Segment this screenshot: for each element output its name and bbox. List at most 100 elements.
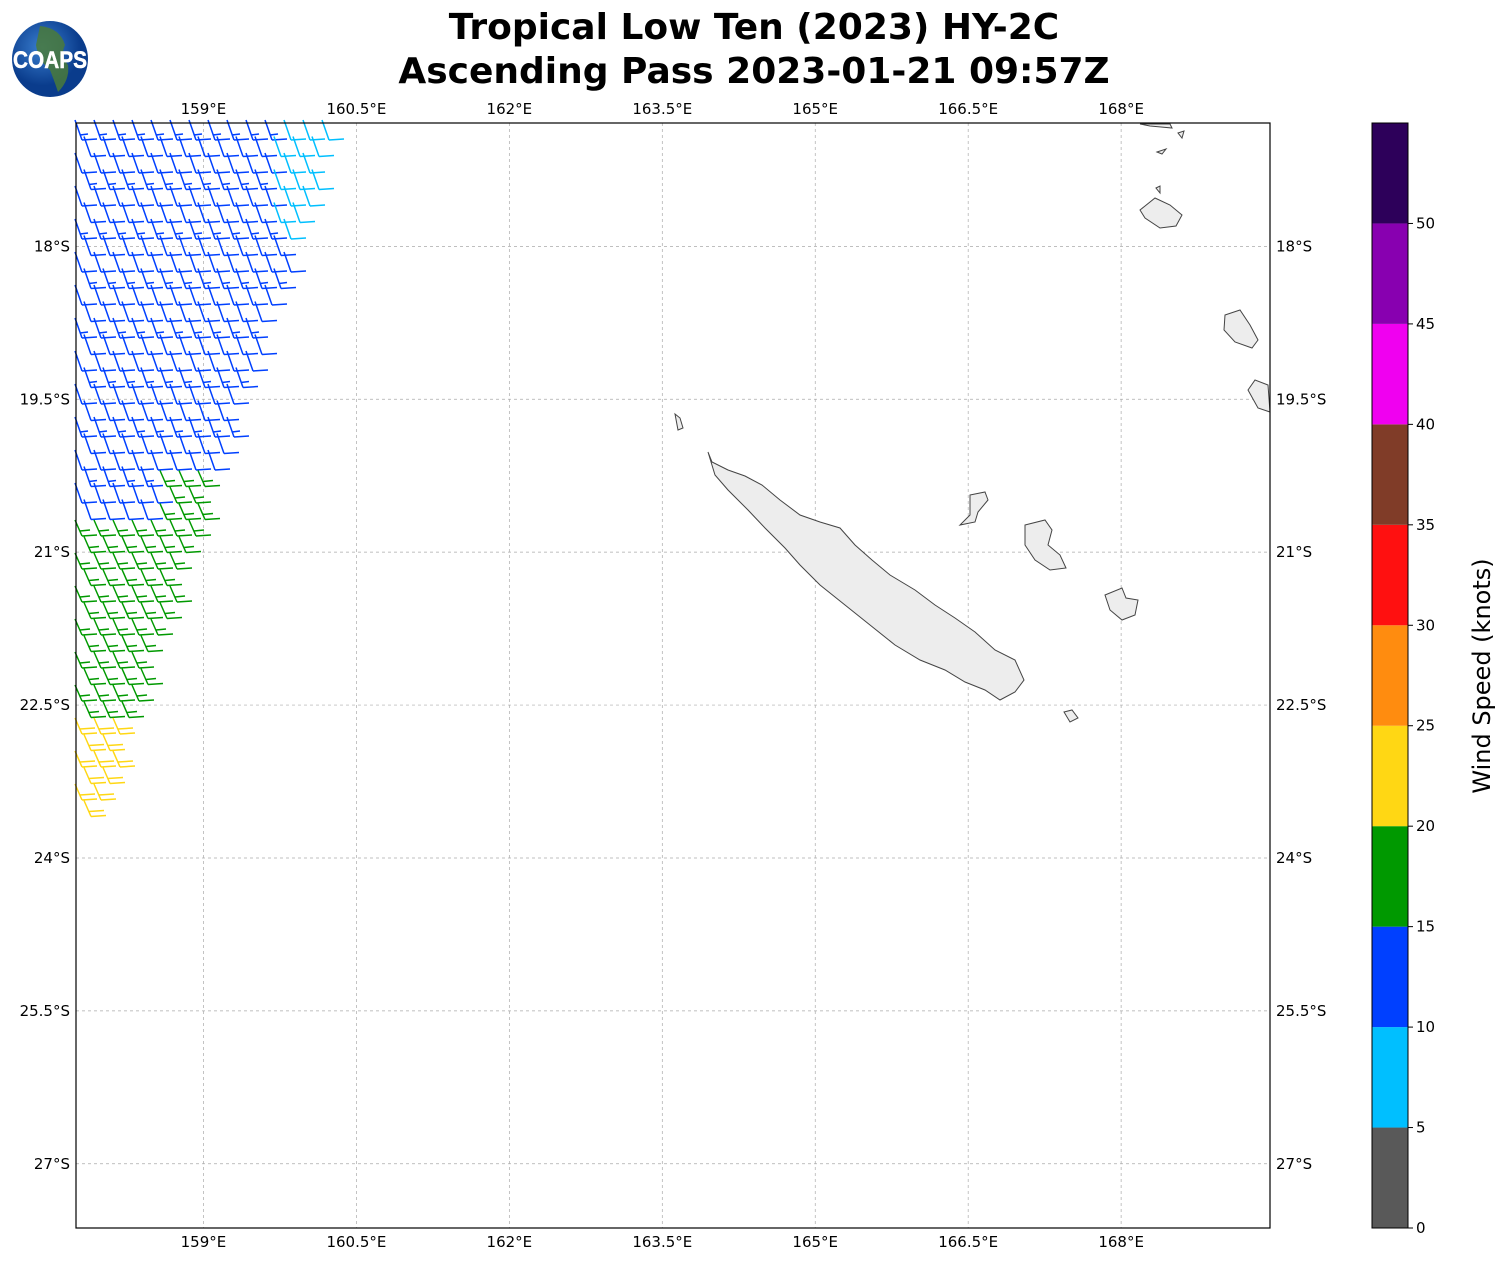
wind-barb	[74, 783, 98, 801]
wind-barb	[159, 235, 183, 257]
lat-tick-label-left: 18°S	[34, 237, 70, 255]
wind-barb	[102, 400, 126, 422]
colorbar-segment	[1372, 123, 1408, 224]
wind-barbs	[74, 119, 345, 818]
wind-barb	[83, 800, 107, 818]
wind-barb	[273, 169, 297, 191]
wind-barb	[121, 400, 145, 422]
wind-barb	[254, 136, 278, 158]
island-vanuatu-3	[1247, 379, 1271, 413]
wind-barb	[140, 499, 164, 521]
wind-barb	[140, 367, 164, 389]
wind-barb	[216, 268, 240, 290]
lon-tick-label-top: 162°E	[487, 100, 533, 118]
wind-barb	[169, 449, 193, 471]
wind-barb	[140, 301, 164, 323]
wind-barb	[159, 169, 183, 191]
lat-tick-label-right: 19.5°S	[1276, 390, 1326, 408]
wind-barb	[83, 334, 107, 356]
wind-barb	[283, 218, 307, 240]
wind-barb	[140, 136, 164, 158]
wind-barb	[102, 635, 126, 653]
wind-barb	[121, 466, 145, 488]
wind-barb	[197, 503, 221, 521]
wind-barb	[93, 750, 117, 768]
wind-barb	[150, 585, 174, 603]
wind-barb	[140, 169, 164, 191]
wind-barb	[216, 400, 240, 422]
wind-barb	[121, 668, 145, 686]
wind-barb	[93, 651, 117, 669]
lon-tick-label-top: 165°E	[792, 100, 838, 118]
wind-barb	[197, 136, 221, 158]
wind-barb	[207, 449, 231, 471]
wind-barb	[93, 684, 117, 702]
wind-barb	[150, 482, 174, 504]
wind-barb	[216, 169, 240, 191]
wind-barb	[226, 416, 250, 438]
colorbar-segment	[1372, 1127, 1408, 1228]
wind-barb	[112, 717, 136, 735]
wind-barb	[273, 202, 297, 224]
wind-barb	[283, 251, 307, 273]
wind-barb	[102, 536, 126, 554]
colorbar-tick-label: 35	[1416, 516, 1435, 534]
wind-barb	[197, 169, 221, 191]
wind-barb	[102, 169, 126, 191]
wind-barb	[178, 367, 202, 389]
wind-barb	[140, 536, 164, 554]
wind-barb	[112, 684, 136, 702]
wind-barb	[216, 301, 240, 323]
lat-tick-label-right: 24°S	[1276, 849, 1312, 867]
wind-barb	[197, 268, 221, 290]
wind-barb	[83, 734, 107, 752]
colorbar-segment	[1372, 223, 1408, 324]
island-isle-of-pines	[1063, 709, 1079, 723]
wind-barb	[83, 569, 107, 587]
wind-barb	[140, 635, 164, 653]
wind-barb	[178, 536, 202, 554]
lat-tick-label-right: 25.5°S	[1276, 1002, 1326, 1020]
wind-barb	[178, 235, 202, 257]
lon-tick-label-bottom: 162°E	[487, 1233, 533, 1251]
wind-barb	[159, 301, 183, 323]
wind-barb	[102, 602, 126, 620]
wind-barb	[159, 367, 183, 389]
wind-barb	[93, 783, 117, 801]
svg-text:COAPS: COAPS	[13, 47, 87, 74]
wind-barb	[83, 433, 107, 455]
wind-barb	[159, 470, 183, 488]
lat-tick-label-left: 25.5°S	[20, 1002, 70, 1020]
wind-barb	[188, 449, 212, 471]
wind-barb	[121, 499, 145, 521]
wind-barb	[83, 235, 107, 257]
lon-tick-label-top: 163.5°E	[632, 100, 692, 118]
lon-tick-label-bottom: 168°E	[1098, 1233, 1144, 1251]
wind-barb	[83, 499, 107, 521]
island-vanuatu-2	[1223, 309, 1259, 349]
wind-barb	[140, 202, 164, 224]
wind-barb	[74, 750, 98, 768]
island-loyalty-ouvea	[958, 491, 989, 526]
wind-barb	[216, 235, 240, 257]
wind-barb	[235, 169, 259, 191]
wind-barb	[169, 585, 193, 603]
lon-tick-label-bottom: 165°E	[792, 1233, 838, 1251]
wind-barb	[264, 284, 288, 306]
wind-barb	[112, 651, 136, 669]
lat-tick-label-left: 21°S	[34, 543, 70, 561]
island-vanuatu-1	[1139, 197, 1183, 229]
wind-barb	[121, 701, 145, 719]
wind-barb	[74, 684, 98, 702]
wind-barb	[121, 235, 145, 257]
wind-barb	[102, 466, 126, 488]
colorbar-segment	[1372, 524, 1408, 626]
land	[674, 123, 1271, 723]
wind-barb	[150, 519, 174, 537]
wind-barb	[121, 635, 145, 653]
wind-barb	[121, 169, 145, 191]
colorbar-tick-label: 30	[1416, 616, 1435, 634]
wind-barb	[150, 552, 174, 570]
wind-barb	[102, 734, 126, 752]
wind-barb	[121, 334, 145, 356]
